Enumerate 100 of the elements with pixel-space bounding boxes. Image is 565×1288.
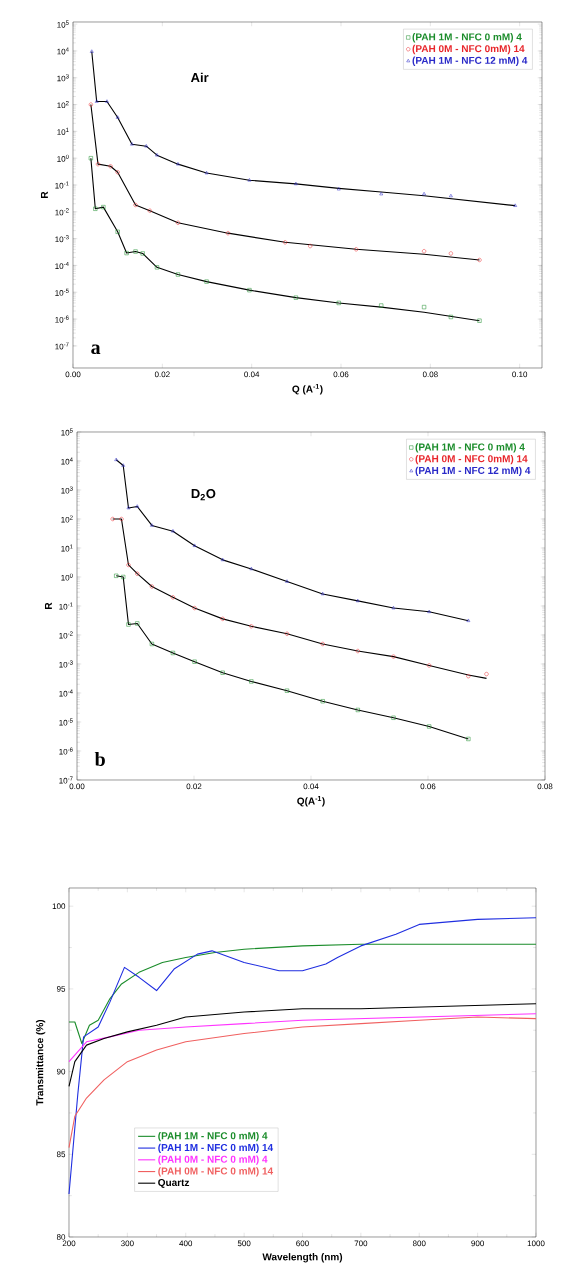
point: [88, 102, 93, 107]
legend-label: Quartz: [158, 1178, 190, 1188]
point: [225, 231, 231, 236]
point: [121, 463, 126, 467]
point: [192, 605, 197, 611]
x-tick-label: 1000: [527, 1240, 545, 1247]
x-tick-label: 0.04: [303, 783, 319, 790]
point: [427, 609, 431, 613]
point: [249, 566, 254, 571]
point: [94, 99, 99, 103]
point: [477, 257, 482, 263]
point: [220, 557, 225, 561]
point: [285, 579, 289, 583]
point: [140, 251, 145, 256]
point: [133, 202, 138, 208]
y-tick-label: 10$^{-2}$: [55, 208, 69, 216]
x-tick-label: 400: [179, 1240, 193, 1247]
y-tick-label: 10$^{2}$: [57, 101, 69, 109]
point: [466, 674, 471, 679]
x-tick-label: 0.00: [65, 371, 81, 378]
line-series: [68, 917, 537, 1195]
annotation: Air: [190, 72, 209, 83]
point: [150, 523, 154, 527]
point: [149, 584, 154, 589]
y-axis-title: R: [40, 191, 48, 198]
y-tick-label: 10$^{-5}$: [55, 288, 69, 296]
point: [147, 208, 152, 213]
point: [126, 505, 131, 510]
point: [391, 715, 396, 720]
point: [336, 300, 341, 305]
y-axis-title: R: [44, 602, 52, 609]
point: [355, 648, 360, 654]
point: [108, 164, 113, 169]
legend-label: (PAH 0M - NFC 0mM) 14: [415, 454, 528, 465]
point: [115, 115, 120, 119]
point: [449, 193, 453, 198]
point: [93, 206, 98, 211]
point: [448, 251, 453, 256]
legend-label: (PAH 0M - NFC 0 mM) 14: [158, 1167, 274, 1177]
point: [355, 707, 360, 713]
point: [249, 679, 254, 684]
point: [249, 624, 254, 629]
point: [247, 288, 252, 293]
point: [192, 659, 197, 664]
point: [284, 631, 290, 636]
point: [320, 641, 325, 647]
y-tick-label: 10$^{-6}$: [59, 747, 73, 755]
legend-label: (PAH 1M - NFC 0 mM) 4: [415, 443, 525, 453]
point: [170, 595, 175, 600]
x-tick-label: 200: [62, 1240, 76, 1247]
point: [204, 170, 209, 175]
y-tick-label: 10$^{5}$: [61, 428, 73, 436]
point: [427, 724, 432, 729]
point: [477, 318, 482, 323]
point: [466, 618, 471, 622]
y-tick-label: 10$^{-5}$: [59, 718, 73, 726]
point: [192, 543, 197, 547]
y-tick-label: 10$^{3}$: [61, 486, 73, 494]
y-tick-label: 95: [56, 986, 66, 992]
point: [308, 243, 313, 249]
point: [88, 156, 93, 161]
y-tick-label: 90: [56, 1068, 66, 1075]
point: [379, 303, 384, 308]
y-tick-label: 10$^{0}$: [57, 154, 69, 162]
annotation: a: [91, 344, 101, 355]
point: [422, 249, 427, 254]
x-tick-label: 0.02: [154, 371, 170, 378]
x-axis-title: Q(A$^{-1}$): [297, 796, 325, 807]
x-tick-label: 0.08: [537, 783, 553, 790]
legend-label: (PAH 0M - NFC 0mM) 14: [412, 44, 525, 55]
y-tick-label: 10$^{3}$: [57, 74, 69, 82]
point: [484, 672, 489, 677]
point: [170, 650, 175, 656]
annotation: D$_{2}$O: [191, 488, 216, 501]
legend-label: (PAH 0M - NFC 0 mM) 4: [158, 1155, 268, 1165]
x-tick-label: 0.06: [420, 783, 436, 790]
y-tick-label: 85: [56, 1151, 66, 1158]
y-tick-label: 100: [52, 903, 66, 910]
x-tick-label: 0.02: [186, 783, 202, 790]
point: [110, 516, 115, 522]
y-tick-label: 10$^{2}$: [61, 515, 73, 523]
point: [126, 562, 131, 568]
point: [422, 192, 426, 196]
point: [105, 99, 109, 103]
y-tick-label: 10$^{-4}$: [55, 261, 69, 269]
x-tick-label: 500: [237, 1240, 251, 1247]
point: [126, 622, 131, 627]
x-axis-title: Wavelength (nm): [262, 1253, 343, 1263]
y-tick-label: 10$^{4}$: [61, 457, 73, 465]
point: [95, 162, 101, 167]
point: [283, 240, 288, 245]
x-axis-title: Q (A$^{-1}$): [292, 384, 323, 395]
line-series: [90, 157, 481, 322]
y-tick-label: 10$^{0}$: [61, 573, 73, 581]
y-tick-label: 10$^{-1}$: [55, 181, 69, 189]
point: [135, 571, 140, 576]
x-tick-label: 700: [354, 1240, 368, 1247]
line-series: [112, 518, 488, 679]
legend-label: (PAH 1M - NFC 12 mM) 4: [415, 466, 531, 476]
y-tick-label: 10$^{-6}$: [55, 315, 69, 323]
